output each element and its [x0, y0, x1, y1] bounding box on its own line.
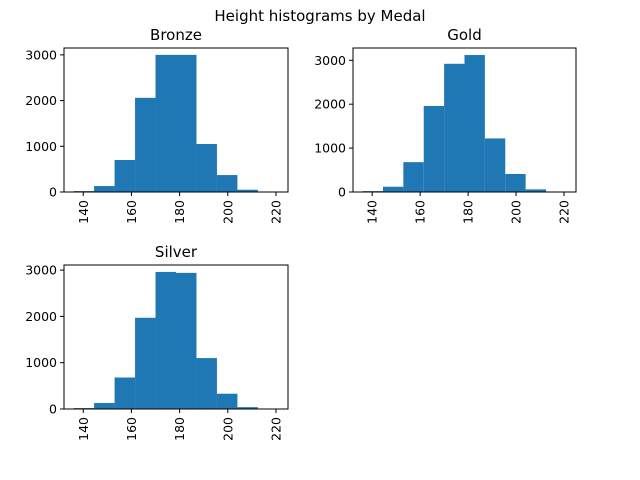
panel-silver: Silver 0 1000 2000 3000 140 160 180 200 220: [25, 243, 289, 441]
y-tick-label: 2000: [25, 309, 57, 324]
axes-frame: [352, 47, 577, 193]
x-tick-label: 200: [509, 200, 524, 224]
subplot-title: Bronze: [150, 26, 202, 44]
x-tick-label: 140: [76, 417, 91, 441]
x-tick-label: 160: [124, 200, 139, 224]
y-tick-label: 2000: [25, 93, 57, 108]
x-tick-label: 180: [461, 200, 476, 224]
histogram-bar: [525, 189, 547, 192]
histogram-bar: [196, 358, 217, 409]
histogram-bar: [155, 271, 176, 409]
histogram-bar: [403, 162, 424, 192]
y-tick-label: 0: [49, 402, 57, 417]
x-tick-label: 160: [413, 200, 428, 224]
x-tick-label: 140: [76, 200, 91, 224]
histogram-bar: [216, 393, 238, 409]
histogram-bar: [135, 97, 156, 192]
histogram-bar: [155, 54, 176, 192]
histogram-bar: [114, 377, 136, 409]
y-tick-label: 3000: [314, 53, 346, 68]
histogram-bar: [94, 402, 115, 409]
histogram-bar: [464, 55, 485, 193]
histogram-bar: [423, 105, 445, 192]
x-tick-label: 160: [124, 417, 139, 441]
panel-gold: Gold 0 1000 2000 3000 140 160 180 200 220: [314, 26, 577, 224]
y-tick-label: 0: [338, 185, 346, 200]
histogram-bar: [135, 317, 156, 409]
y-tick-label: 3000: [25, 47, 57, 62]
y-tick-label: 0: [49, 185, 57, 200]
x-tick-label: 140: [365, 200, 380, 224]
histogram-bar: [237, 189, 258, 192]
histogram-bar: [484, 138, 506, 192]
x-tick-label: 220: [557, 200, 572, 224]
axes-frame: [63, 264, 289, 410]
subplot-title: Gold: [447, 26, 482, 44]
histogram-bar: [196, 144, 217, 192]
axes-frame: [63, 47, 289, 193]
x-tick-label: 220: [268, 200, 283, 224]
x-tick-label: 180: [172, 417, 187, 441]
y-tick-label: 1000: [314, 141, 346, 156]
histogram-bar: [237, 407, 258, 409]
y-tick-label: 3000: [25, 263, 57, 278]
subplot-title: Silver: [155, 243, 198, 261]
histogram-bar: [114, 160, 136, 192]
x-tick-label: 220: [268, 417, 283, 441]
histogram-bar: [176, 272, 197, 409]
histogram-bar: [94, 186, 115, 192]
x-tick-label: 200: [220, 200, 235, 224]
y-tick-label: 1000: [25, 139, 57, 154]
y-tick-label: 1000: [25, 355, 57, 370]
x-tick-label: 180: [172, 200, 187, 224]
x-tick-label: 200: [220, 417, 235, 441]
histogram-bar: [176, 54, 197, 192]
histogram-bar: [216, 175, 238, 192]
histogram-bar: [444, 63, 465, 193]
figure-title: Height histograms by Medal: [214, 7, 425, 25]
y-tick-label: 2000: [314, 97, 346, 112]
histogram-bar: [382, 186, 404, 192]
histogram-bar: [505, 174, 526, 192]
panel-bronze: Bronze 0 1000 2000 3000 140 160 180 200 220: [25, 26, 289, 224]
